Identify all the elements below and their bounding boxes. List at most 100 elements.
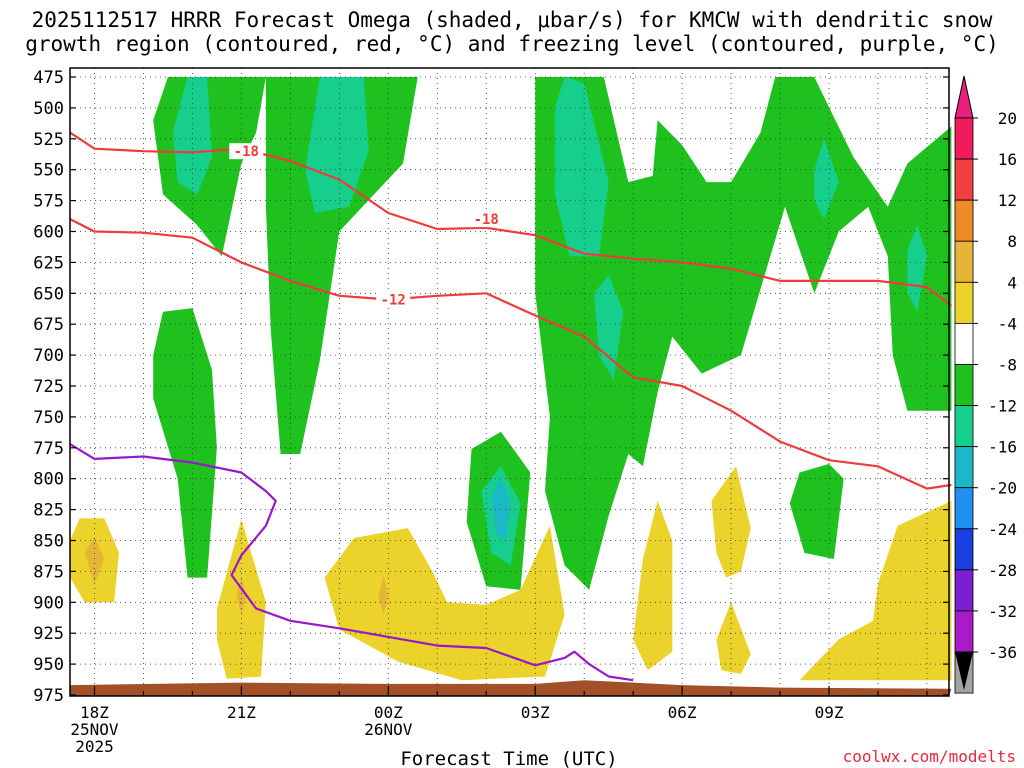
chart-title-line1: 2025112517 HRRR Forecast Omega (shaded, … <box>31 8 993 32</box>
y-tick-label: 725 <box>33 377 64 397</box>
y-tick-label: 825 <box>33 501 64 521</box>
y-tick-label: 675 <box>33 315 64 335</box>
omega-region-2 <box>153 308 217 578</box>
omega-region-17 <box>633 500 673 671</box>
contour-line-2 <box>69 443 634 682</box>
colorbar-swatch <box>954 281 974 324</box>
colorbar-top-arrow <box>954 75 974 119</box>
colorbar-label: -24 <box>988 520 1017 539</box>
colorbar-swatch <box>954 158 974 201</box>
x-axis-label: Forecast Time (UTC) <box>400 748 617 768</box>
omega-region-21 <box>84 536 105 584</box>
colorbar-label: 4 <box>1007 273 1017 292</box>
colorbar-label: -12 <box>988 397 1017 416</box>
colorbar-swatch <box>954 528 974 571</box>
omega-region-22 <box>236 575 247 615</box>
x-tick-label: 06Z <box>668 703 697 722</box>
x-tick-label: 18Z <box>80 703 109 722</box>
y-tick-label: 525 <box>33 130 64 150</box>
colorbar-swatch <box>954 322 974 365</box>
colorbar-label: -28 <box>988 561 1017 580</box>
contour-labels: -18 -18 -12 <box>229 143 504 308</box>
omega-region-20 <box>799 500 952 681</box>
y-tick-label: 475 <box>33 68 64 88</box>
y-tick-label: 625 <box>33 253 64 273</box>
contour-line-1 <box>69 218 952 490</box>
omega-region-16 <box>324 525 565 681</box>
y-tick-label: 750 <box>33 408 64 428</box>
y-tick-label: 875 <box>33 562 64 582</box>
colorbar-label: 8 <box>1007 232 1017 251</box>
y-tick-label: 850 <box>33 532 64 552</box>
y-tick-label: 600 <box>33 223 64 243</box>
colorbar-label: -4 <box>998 314 1017 333</box>
y-tick-label: 650 <box>33 284 64 304</box>
y-tick-label: 950 <box>33 655 64 675</box>
colorbar-swatch <box>954 446 974 489</box>
omega-region-19 <box>716 602 751 674</box>
ground-layer <box>70 680 952 696</box>
y-tick-label: 550 <box>33 161 64 181</box>
chart-title-line2: growth region (contoured, red, °C) and f… <box>25 32 999 56</box>
colorbar-label: -16 <box>988 438 1017 457</box>
omega-region-9 <box>594 274 624 380</box>
omega-shading <box>70 77 952 681</box>
colorbar-label: -20 <box>988 479 1017 498</box>
y-axis: 475 500 525 550 575 600 625 650 675 700 725 750 775 8… <box>33 68 949 706</box>
x-tick-label: 00Z <box>374 703 403 722</box>
y-tick-label: 500 <box>33 99 64 119</box>
colorbar-label: -32 <box>988 602 1017 621</box>
colorbar-swatch <box>954 240 974 283</box>
colorbar-swatch <box>954 569 974 612</box>
contour-label: -12 <box>381 292 406 308</box>
y-tick-label: 925 <box>33 624 64 644</box>
contour-label-bg <box>469 211 504 228</box>
colorbar-swatch <box>954 487 974 530</box>
omega-region-8 <box>554 77 609 257</box>
colorbar-label: -8 <box>998 355 1017 374</box>
y-tick-label: 575 <box>33 192 64 212</box>
x-tick-label: 25NOV <box>70 720 119 739</box>
colorbar-swatch <box>954 364 974 406</box>
colorbar-bottom-arrow <box>955 652 973 690</box>
y-tick-label: 800 <box>33 470 64 490</box>
omega-region-1 <box>265 77 418 454</box>
y-tick-label: 775 <box>33 439 64 459</box>
colorbar-label: 20 <box>998 109 1017 128</box>
omega-region-5 <box>789 463 844 559</box>
colorbar-swatch <box>954 117 974 160</box>
colorbar-swatch <box>954 405 974 448</box>
colorbar: 20 16 12 8 4 -4 -8 -12 -16 -20 -24 -28 -32 -36 <box>954 75 1017 694</box>
y-tick-label: 975 <box>33 686 64 706</box>
colorbar-swatch <box>954 610 974 653</box>
contour-label-bg <box>229 143 264 160</box>
contour-label-bg <box>376 291 411 308</box>
plot-frame <box>69 67 950 697</box>
contour-lines <box>69 131 953 682</box>
x-tick-label: 09Z <box>815 703 844 722</box>
y-tick-label: 900 <box>33 593 64 613</box>
colorbar-swatch <box>954 199 974 242</box>
x-tick-label: 21Z <box>227 703 256 722</box>
omega-region-18 <box>711 466 751 578</box>
omega-region-23 <box>378 575 389 615</box>
contour-label: -18 <box>234 144 259 160</box>
omega-region-0 <box>153 77 266 257</box>
y-tick-label: 700 <box>33 346 64 366</box>
ground-fill <box>70 680 952 696</box>
omega-region-7 <box>305 77 369 213</box>
omega-region-6 <box>172 77 212 195</box>
colorbar-label: 16 <box>998 150 1017 169</box>
x-tick-label: 03Z <box>521 703 550 722</box>
omega-region-3 <box>535 77 952 590</box>
contour-line-0 <box>69 131 953 307</box>
colorbar-label: 12 <box>998 191 1017 210</box>
omega-region-11 <box>907 225 927 312</box>
x-tick-label: 2025 <box>75 737 114 756</box>
source-credit: coolwx.com/modelts <box>843 747 1016 766</box>
omega-region-10 <box>814 138 839 220</box>
contour-label: -18 <box>474 212 499 228</box>
